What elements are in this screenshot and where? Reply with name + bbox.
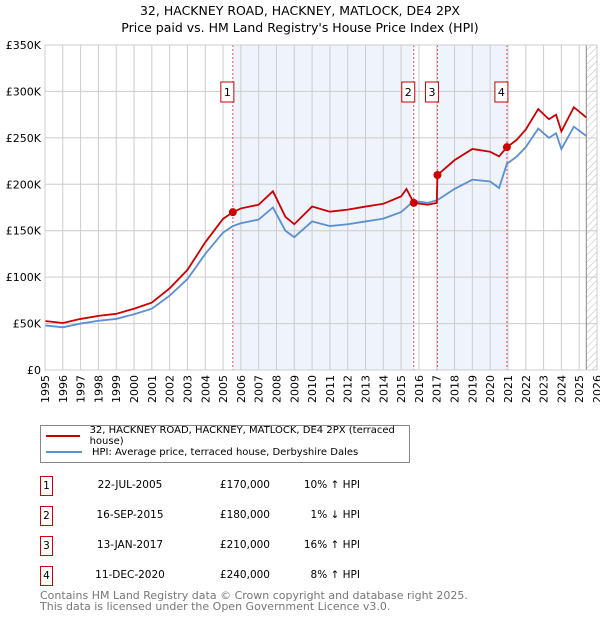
footer-line-1: Contains HM Land Registry data © Crown c… xyxy=(40,589,468,602)
sale-point xyxy=(228,208,237,217)
x-tick-label: 2024 xyxy=(555,375,568,403)
x-tick-label: 2021 xyxy=(502,375,515,403)
legend-label-hpi: HPI: Average price, terraced house, Derb… xyxy=(92,446,359,458)
x-tick-label: 2022 xyxy=(520,375,533,403)
x-tick-label: 2003 xyxy=(181,375,194,403)
sale-marker-box xyxy=(401,81,416,103)
sale-point xyxy=(502,143,511,152)
x-tick-label: 2013 xyxy=(360,375,373,403)
sale-hpi-diff: 16% ↑ HPI xyxy=(303,539,360,551)
x-tick-label: 2004 xyxy=(199,375,212,403)
sale-marker-label: 4 xyxy=(498,86,505,99)
chart-title: 32, HACKNEY ROAD, HACKNEY, MATLOCK, DE4 … xyxy=(139,3,460,18)
chart-subtitle: Price paid vs. HM Land Registry's House … xyxy=(121,20,479,35)
y-tick-label: £0 xyxy=(27,364,41,377)
x-tick-label: 2018 xyxy=(449,375,462,403)
sale-marker-box xyxy=(220,81,235,103)
y-tick-label: £350K xyxy=(6,39,42,52)
sale-price: £180,000 xyxy=(219,509,270,521)
sale-badge: 1 xyxy=(40,476,53,496)
x-tick-label: 1995 xyxy=(39,375,52,403)
x-tick-label: 1996 xyxy=(57,375,70,403)
footer: Contains HM Land Registry data © Crown c… xyxy=(40,590,468,612)
y-tick-label: £100K xyxy=(6,271,42,284)
x-tick-label: 2015 xyxy=(395,375,408,403)
x-tick-label: 2019 xyxy=(466,375,479,403)
legend-label-property: 32, HACKNEY ROAD, HACKNEY, MATLOCK, DE4 … xyxy=(89,425,395,447)
sale-hpi-diff: 8% ↑ HPI xyxy=(310,569,360,581)
x-tick-label: 2010 xyxy=(306,375,319,403)
y-tick-label: £150K xyxy=(6,225,42,238)
sale-price: £210,000 xyxy=(219,539,270,551)
sale-date: 11-DEC-2020 xyxy=(95,569,165,581)
x-tick-label: 2008 xyxy=(270,375,283,403)
sale-marker-label: 2 xyxy=(405,86,412,99)
sale-hpi-diff: 1% ↓ HPI xyxy=(310,509,360,521)
sale-date: 22-JUL-2005 xyxy=(97,479,163,491)
plot-border xyxy=(44,44,598,371)
x-tick-label: 1998 xyxy=(92,375,105,403)
sale-marker-label: 3 xyxy=(428,86,435,99)
legend: 32, HACKNEY ROAD, HACKNEY, MATLOCK, DE4 … xyxy=(40,425,410,463)
x-tick-label: 2011 xyxy=(324,375,337,403)
sale-point xyxy=(433,171,442,179)
y-tick-label: £200K xyxy=(6,178,42,191)
legend-swatch-hpi xyxy=(46,451,82,453)
hpi-line xyxy=(44,125,587,329)
x-tick-label: 2025 xyxy=(573,375,586,403)
x-tick-label: 2017 xyxy=(431,375,444,403)
hatched-future-region xyxy=(586,45,597,370)
sale-badge: 2 xyxy=(40,506,53,526)
sale-row: 3 13-JAN-2017 £210,000 16% ↑ HPI xyxy=(40,536,440,558)
x-tick-label: 2006 xyxy=(235,375,248,403)
sale-price: £170,000 xyxy=(219,479,270,491)
shaded-ownership-period xyxy=(232,45,414,370)
x-tick-label: 2005 xyxy=(217,375,230,403)
x-tick-label: 2016 xyxy=(413,375,426,403)
x-tick-label: 2000 xyxy=(128,375,141,403)
sale-row: 1 22-JUL-2005 £170,000 10% ↑ HPI xyxy=(40,476,440,498)
footer-line-2: This data is licensed under the Open Gov… xyxy=(40,600,391,613)
sale-badge: 3 xyxy=(40,536,53,556)
y-tick-label: £50K xyxy=(13,318,42,331)
x-tick-label: 1997 xyxy=(75,375,88,403)
x-tick-label: 2023 xyxy=(538,375,551,403)
sale-price: £240,000 xyxy=(219,569,270,581)
sale-marker-box xyxy=(494,81,509,103)
sale-point xyxy=(409,198,418,207)
sale-row: 4 11-DEC-2020 £240,000 8% ↑ HPI xyxy=(40,566,440,588)
sale-date: 16-SEP-2015 xyxy=(96,509,164,521)
property-price-line xyxy=(44,105,587,324)
y-tick-label: £300K xyxy=(6,85,42,98)
sale-hpi-diff: 10% ↑ HPI xyxy=(303,479,360,491)
x-tick-label: 2026 xyxy=(591,375,600,403)
x-tick-label: 2014 xyxy=(377,375,390,403)
plot-area: 1995 1996 1997 1998 1999 2000 2001 2002 2003 2004… xyxy=(6,39,600,403)
x-tick-label: 2009 xyxy=(288,375,301,403)
sale-marker-label: 1 xyxy=(224,86,231,99)
x-tick-label: 2002 xyxy=(164,375,177,403)
x-tick-label: 1999 xyxy=(110,375,123,403)
legend-swatch-property xyxy=(46,435,80,437)
x-tick-label: 2007 xyxy=(253,375,266,403)
sale-marker-box xyxy=(424,81,439,103)
sale-row: 2 16-SEP-2015 £180,000 1% ↓ HPI xyxy=(40,506,440,528)
x-tick-label: 2001 xyxy=(146,375,159,403)
sale-date: 13-JAN-2017 xyxy=(96,539,164,551)
y-tick-label: £250K xyxy=(6,132,42,145)
sale-badge: 4 xyxy=(40,566,53,586)
x-tick-label: 2012 xyxy=(342,375,355,403)
x-tick-label: 2020 xyxy=(484,375,497,403)
